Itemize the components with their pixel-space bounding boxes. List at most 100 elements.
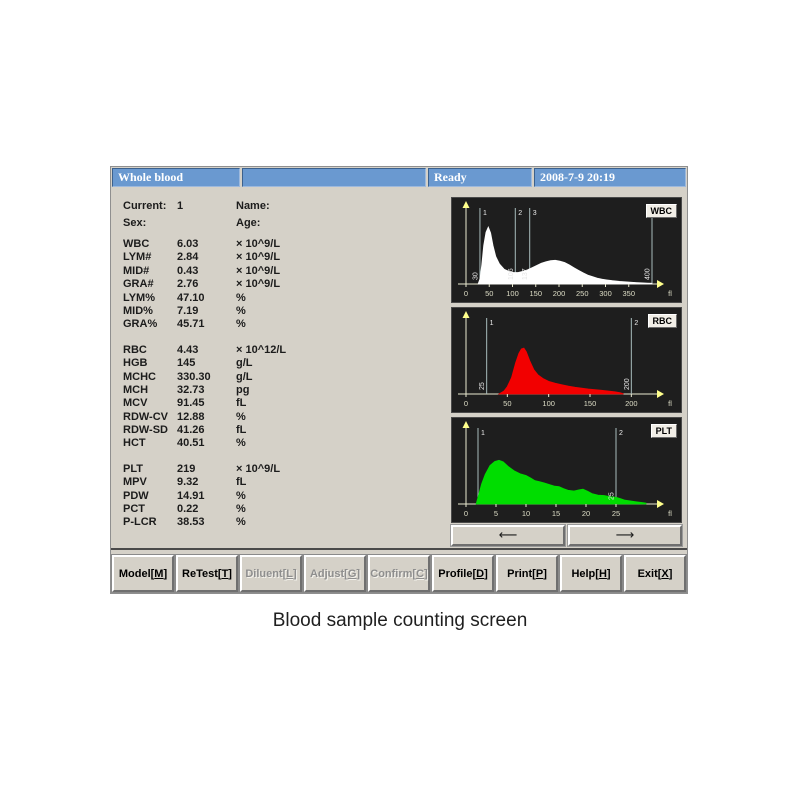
x-axis-arrow-icon (657, 280, 664, 288)
result-row: RBC 4.43 × 10^12/L (111, 344, 447, 357)
result-label: RDW-SD (123, 424, 168, 437)
x-tick-label: 200 (553, 289, 566, 298)
patient-info: Current: 1 Name: Sex: Age: (111, 187, 447, 234)
wbc-chart-title: WBC (645, 204, 677, 218)
result-value: 9.32 (177, 476, 199, 489)
result-label: MID% (123, 304, 153, 317)
x-tick-label: 0 (464, 399, 468, 408)
scroll-left-button[interactable]: ⟵ (450, 524, 566, 547)
x-tick-label: 350 (622, 289, 635, 298)
plt-results-group: PLT 219 × 10^9/L MPV 9.32 fL PDW 14.91% PCT 0.22%… (111, 463, 447, 530)
result-label: P-LCR (123, 516, 157, 529)
result-unit: × 10^12/L (236, 343, 287, 356)
discriminator-value: 106 (508, 268, 515, 280)
toolbar-button-print[interactable]: Print[P] (495, 554, 559, 593)
result-value: 32.73 (177, 383, 205, 396)
result-label: PCT (123, 503, 145, 516)
result-row: LYM% 47.10% (111, 292, 447, 305)
x-tick-label: 200 (625, 399, 638, 408)
toolbar: Model[M] ReTest[T] Diluent[L] Adjust[G] Conf… (111, 550, 687, 595)
result-unit: × 10^9/L (236, 238, 281, 250)
result-row: RDW-SD 41.26 fL (111, 424, 447, 437)
x-tick-label: 20 (582, 509, 590, 518)
current-label: Current: (123, 200, 167, 212)
x-axis-unit: fl (668, 399, 672, 408)
result-value: 38.53 (177, 516, 205, 529)
discriminator-number: 1 (483, 210, 487, 217)
scroll-right-button[interactable]: ⟶ (567, 524, 683, 547)
result-unit: × 10^9/L (236, 462, 281, 475)
result-value: 7.19 (177, 304, 199, 317)
plt-plot: 1 2 25 0 5 10 15 20 25 fl (458, 421, 672, 518)
patient-row: Sex: Age: (111, 217, 447, 234)
toolbar-button-retest[interactable]: ReTest[T] (175, 554, 239, 593)
result-row: MCV 91.45 fL (111, 397, 447, 410)
result-unit: % (236, 516, 246, 529)
wbc-results-group: WBC 6.03 × 10^9/L LYM# 2.84 × 10^9/L MID# 0.43 ×… (111, 238, 447, 332)
result-label: MCHC (123, 370, 156, 383)
result-unit: % (236, 304, 246, 317)
result-value: 40.51 (177, 437, 205, 450)
x-tick-label: 250 (576, 289, 589, 298)
result-label: HCT (123, 437, 146, 450)
wbc-curve (477, 225, 653, 285)
result-value: 47.10 (177, 291, 205, 304)
result-row: RDW-CV 12.88% (111, 411, 447, 424)
discriminator-value: 25 (479, 382, 486, 390)
status-field: Ready (428, 168, 532, 187)
result-value: 219 (177, 462, 196, 475)
x-axis-unit: fl (668, 289, 672, 298)
result-unit: g/L (236, 357, 253, 370)
result-unit: % (236, 291, 246, 304)
result-label: PLT (123, 462, 143, 475)
result-row: MID% 7.19% (111, 305, 447, 318)
toolbar-button-exit[interactable]: Exit[X] (623, 554, 687, 593)
x-tick-label: 10 (522, 509, 530, 518)
x-tick-label: 25 (612, 509, 620, 518)
toolbar-button-help[interactable]: Help[H] (559, 554, 623, 593)
result-row: MCH 32.73 pg (111, 384, 447, 397)
result-unit: % (236, 437, 246, 450)
result-unit: % (236, 318, 246, 331)
result-row: GRA# 2.76 × 10^9/L (111, 278, 447, 291)
histogram-nav: ⟵ ⟶ (450, 524, 683, 547)
main-area: Current: 1 Name: Sex: Age: WBC 6.03 × 10^9… (111, 187, 687, 548)
result-row: PLT 219 × 10^9/L (111, 463, 447, 476)
result-value: 0.43 (177, 264, 199, 277)
result-label: LYM# (123, 251, 152, 264)
result-label: MCH (123, 383, 149, 396)
rbc-curve (497, 347, 624, 395)
result-row: P-LCR 38.53% (111, 516, 447, 529)
result-unit: % (236, 410, 246, 423)
discriminator-value: 137 (522, 268, 529, 280)
result-unit: × 10^9/L (236, 264, 281, 277)
toolbar-button-confirm: Confirm[C] (367, 554, 431, 593)
discriminator-number: 1 (481, 430, 485, 437)
datetime-field: 2008-7-9 20:19 (534, 168, 686, 187)
discriminator-value: 200 (624, 378, 631, 390)
discriminator-number: 3 (533, 210, 537, 217)
analyzer-screen: Whole blood Ready 2008-7-9 20:19 Current… (110, 166, 688, 594)
result-value: 2.76 (177, 278, 199, 291)
result-label: MID# (123, 264, 150, 277)
result-unit: % (236, 489, 246, 502)
result-value: 14.91 (177, 489, 205, 502)
discriminator-value: 400 (645, 268, 652, 280)
result-label: MPV (123, 476, 147, 489)
name-label: Name: (236, 200, 270, 212)
result-unit: fL (236, 397, 247, 410)
toolbar-button-profile[interactable]: Profile[D] (431, 554, 495, 593)
result-row: GRA% 45.71% (111, 318, 447, 331)
x-axis-arrow-icon (657, 390, 664, 398)
toolbar-button-adjust: Adjust[G] (303, 554, 367, 593)
discriminator-number: 2 (518, 210, 522, 217)
x-tick-label: 150 (529, 289, 542, 298)
plt-histogram: 1 2 25 0 5 10 15 20 25 fl PLT (451, 417, 682, 523)
y-axis-arrow-icon (462, 311, 470, 318)
discriminator-value: 25 (609, 492, 616, 500)
toolbar-button-model[interactable]: Model[M] (111, 554, 175, 593)
wbc-histogram: 130210631374400050100150200250300350flWB… (451, 197, 682, 303)
sex-label: Sex: (123, 217, 147, 229)
rbc-chart-title: RBC (647, 314, 677, 328)
